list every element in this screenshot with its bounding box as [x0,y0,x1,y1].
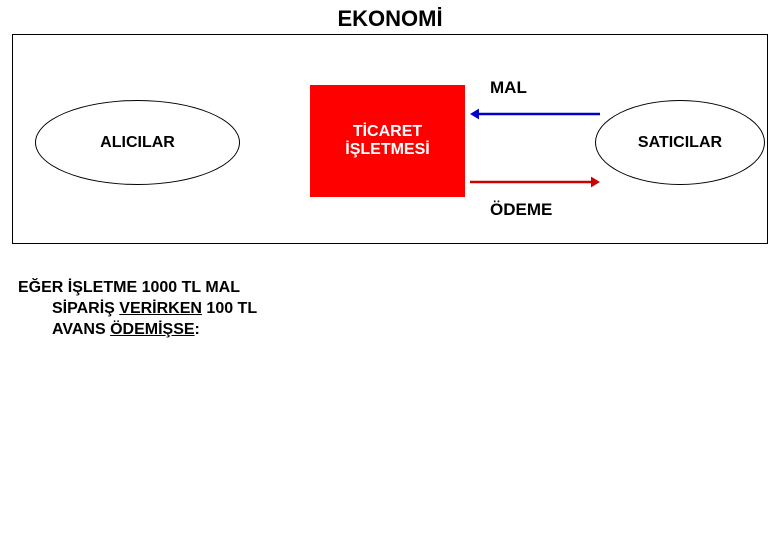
arrow-odeme [459,171,611,211]
node-business-label: TİCARET İŞLETMESİ [310,123,465,159]
note-line3-a: AVANS [52,321,110,338]
footnote: EĞER İŞLETME 1000 TL MAL SİPARİŞ VERİRKE… [18,278,257,340]
page-title: EKONOMİ [0,6,780,32]
note-line2-b: 100 TL [202,300,257,317]
node-buyers-label: ALICILAR [100,134,175,152]
note-line2-u: VERİRKEN [119,300,202,317]
note-line3-u: ÖDEMİŞSE [110,321,194,338]
node-buyers: ALICILAR [35,100,240,185]
arrow-label-mal: MAL [490,78,527,98]
node-business: TİCARET İŞLETMESİ [310,85,465,197]
note-line1: EĞER İŞLETME 1000 TL MAL [18,279,240,296]
node-sellers: SATICILAR [595,100,765,185]
note-line3-b: : [195,321,200,338]
arrow-mal [459,103,611,143]
note-line2-a: SİPARİŞ [52,300,119,317]
node-sellers-label: SATICILAR [638,134,722,152]
